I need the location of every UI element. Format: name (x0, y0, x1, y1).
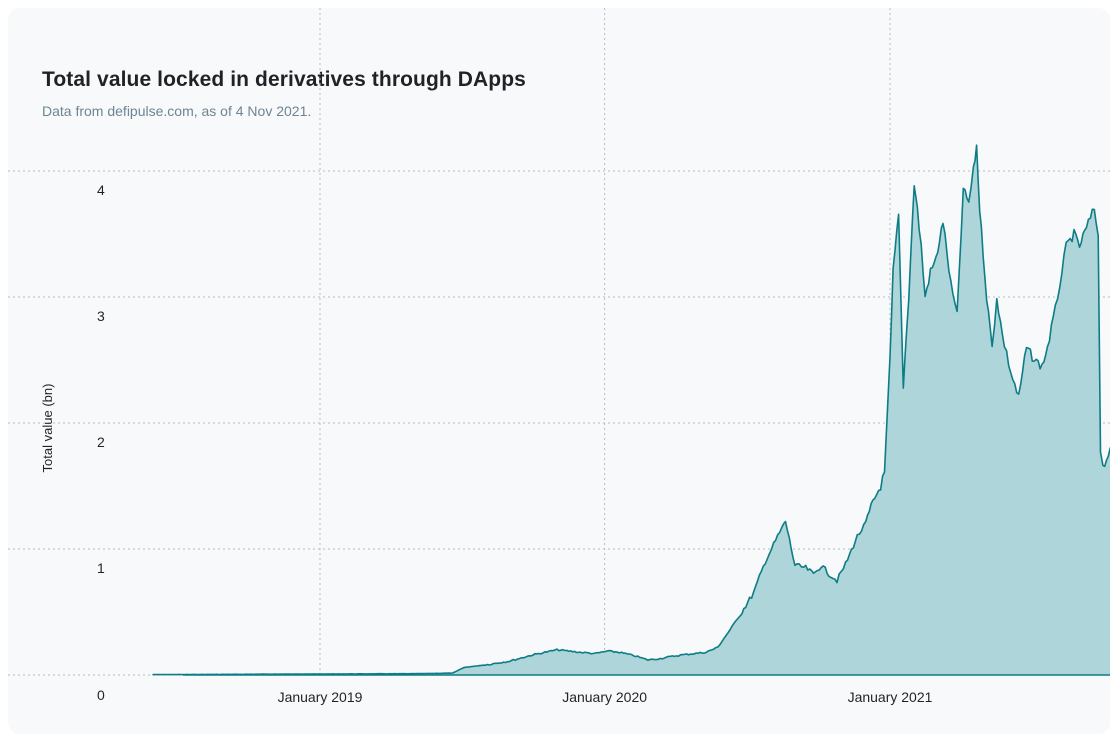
x-axis-ticks: January 2019 January 2020 January 2021 (278, 689, 933, 705)
x-tick-label: January 2021 (848, 689, 933, 705)
y-tick-label: 3 (97, 308, 105, 324)
y-axis-label: Total value (bn) (40, 384, 55, 473)
chart-card: Total value locked in derivatives throug… (8, 8, 1110, 734)
series-line (152, 144, 1110, 676)
chart-subtitle: Data from defipulse.com, as of 4 Nov 202… (42, 103, 312, 119)
y-tick-label: 1 (97, 560, 105, 576)
y-tick-label: 0 (97, 687, 105, 703)
x-tick-label: January 2019 (278, 689, 363, 705)
y-tick-label: 2 (97, 434, 105, 450)
chart-title: Total value locked in derivatives throug… (42, 68, 526, 91)
x-tick-label: January 2020 (562, 689, 647, 705)
y-axis-ticks: 0 1 2 3 4 (97, 182, 105, 703)
y-tick-label: 4 (97, 182, 105, 198)
series-area (153, 145, 1110, 675)
